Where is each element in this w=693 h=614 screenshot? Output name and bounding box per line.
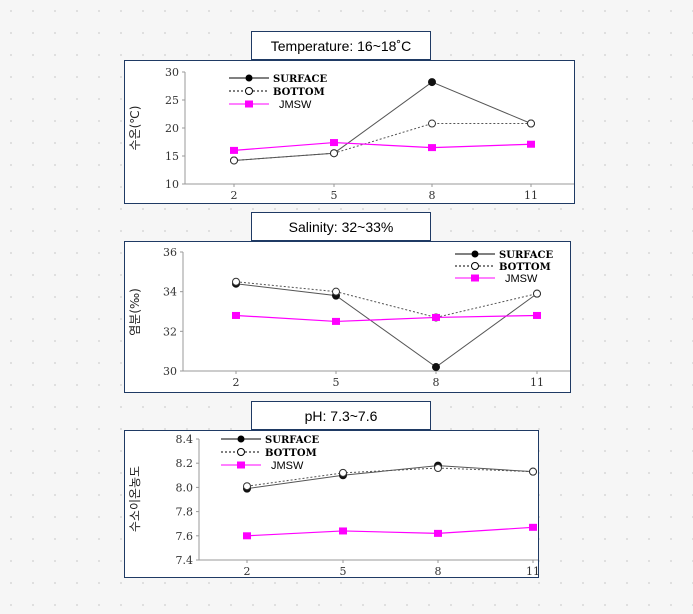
y-tick-label: 7.6 (176, 530, 194, 543)
y-tick-label: 15 (165, 150, 179, 163)
legend-label-surface: SURFACE (499, 250, 553, 261)
data-point-bottom (243, 482, 251, 491)
y-tick-label: 32 (163, 325, 177, 338)
chart-3-title: pH: 7.3~7.6 (251, 401, 431, 430)
legend-label-surface: SURFACE (265, 435, 319, 446)
x-tick-label: 2 (231, 189, 238, 202)
data-point-bottom (434, 464, 442, 473)
data-point-jmsw (432, 313, 440, 321)
legend-label-bottom: BOTTOM (265, 448, 317, 459)
y-tick-label: 10 (165, 178, 179, 191)
legend-marker-jmsw (471, 274, 479, 282)
legend-marker-surface (237, 435, 245, 443)
data-point-jmsw (339, 527, 347, 535)
legend-label-jmsw: JMSW (279, 99, 312, 111)
x-tick-label: 2 (233, 376, 240, 389)
data-point-jmsw (232, 311, 240, 319)
data-point-surface (428, 78, 436, 87)
legend-label-bottom: BOTTOM (499, 262, 551, 273)
legend-marker-jmsw (237, 461, 245, 469)
chart-2-title: Salinity: 32~33% (251, 212, 431, 241)
legend-marker-surface (471, 250, 479, 258)
legend-label-surface: SURFACE (273, 74, 327, 85)
y-axis-label: 염분(‰) (128, 288, 142, 336)
data-point-bottom (330, 149, 338, 158)
y-axis-label: 수온(℃) (128, 106, 142, 151)
series-line-jmsw (233, 141, 532, 151)
y-tick-label: 30 (165, 66, 179, 79)
legend-marker-bottom (471, 262, 479, 270)
data-point-jmsw (428, 144, 436, 152)
chart-3-plot: 7.4 7.6 7.8 8.0 8.2 8.4 2 5 8 11 수소이온농도 SURFACE BOTT… (128, 433, 540, 578)
legend-marker-bottom (245, 87, 253, 95)
x-tick-label: 8 (429, 189, 436, 202)
data-point-jmsw (527, 140, 535, 148)
chart-1-panel: 10 15 20 25 30 2 5 8 11 수온(℃) SURFACE BOTTOM JMSW (124, 60, 575, 204)
data-point-jmsw (243, 532, 251, 540)
data-point-jmsw (230, 146, 238, 154)
legend-marker-surface (245, 74, 253, 82)
series-line-bottom (246, 467, 534, 487)
y-tick-label: 30 (163, 365, 177, 378)
x-tick-label: 5 (331, 189, 338, 202)
chart-2-panel: 30 32 34 36 2 5 8 11 염분(‰) SURFACE BOTTOM JMSW (124, 241, 571, 393)
series-line-surface (235, 283, 538, 368)
data-point-bottom (533, 289, 541, 298)
data-point-surface (432, 363, 440, 372)
x-tick-label: 5 (333, 376, 340, 389)
series-line-bottom (235, 281, 538, 318)
chart-1-title: Temperature: 16~18˚C (251, 31, 431, 60)
y-axis-label: 수소이온농도 (128, 466, 142, 532)
y-tick-label: 36 (163, 246, 177, 259)
legend-marker-bottom (237, 448, 245, 456)
legend-label-jmsw: JMSW (505, 273, 538, 285)
data-point-jmsw (529, 523, 537, 531)
y-tick-label: 8.0 (176, 481, 194, 494)
y-tick-label: 7.4 (176, 554, 194, 567)
y-tick-label: 8.2 (176, 457, 194, 470)
chart-3-panel: 7.4 7.6 7.8 8.0 8.2 8.4 2 5 8 11 수소이온농도 SURFACE BOTT… (124, 430, 540, 578)
y-tick-label: 25 (165, 94, 179, 107)
series-line-bottom (233, 123, 531, 161)
data-point-bottom (428, 119, 436, 128)
x-tick-label: 11 (524, 189, 538, 202)
x-tick-label: 5 (340, 565, 347, 578)
legend-label-bottom: BOTTOM (273, 87, 325, 98)
x-tick-label: 8 (433, 376, 440, 389)
data-point-bottom (527, 119, 535, 128)
data-point-jmsw (330, 139, 338, 147)
legend-label-jmsw: JMSW (271, 460, 304, 472)
x-tick-label: 11 (530, 376, 544, 389)
x-tick-label: 8 (435, 565, 442, 578)
data-point-jmsw (434, 529, 442, 537)
series-line-jmsw (246, 526, 534, 537)
data-point-bottom (332, 287, 340, 296)
series-line-surface (233, 81, 532, 161)
data-point-bottom (339, 468, 347, 477)
y-tick-label: 8.4 (176, 433, 194, 446)
data-point-bottom (232, 277, 240, 286)
y-tick-label: 34 (163, 286, 177, 299)
y-tick-label: 20 (165, 122, 179, 135)
series-line-jmsw (235, 314, 538, 323)
data-point-bottom (529, 467, 537, 476)
y-tick-label: 7.8 (176, 506, 194, 519)
data-point-bottom (230, 156, 238, 165)
x-tick-label: 2 (244, 565, 251, 578)
data-point-jmsw (533, 311, 541, 319)
legend-marker-jmsw (245, 100, 253, 108)
x-tick-label: 11 (526, 565, 540, 578)
data-point-jmsw (332, 317, 340, 325)
